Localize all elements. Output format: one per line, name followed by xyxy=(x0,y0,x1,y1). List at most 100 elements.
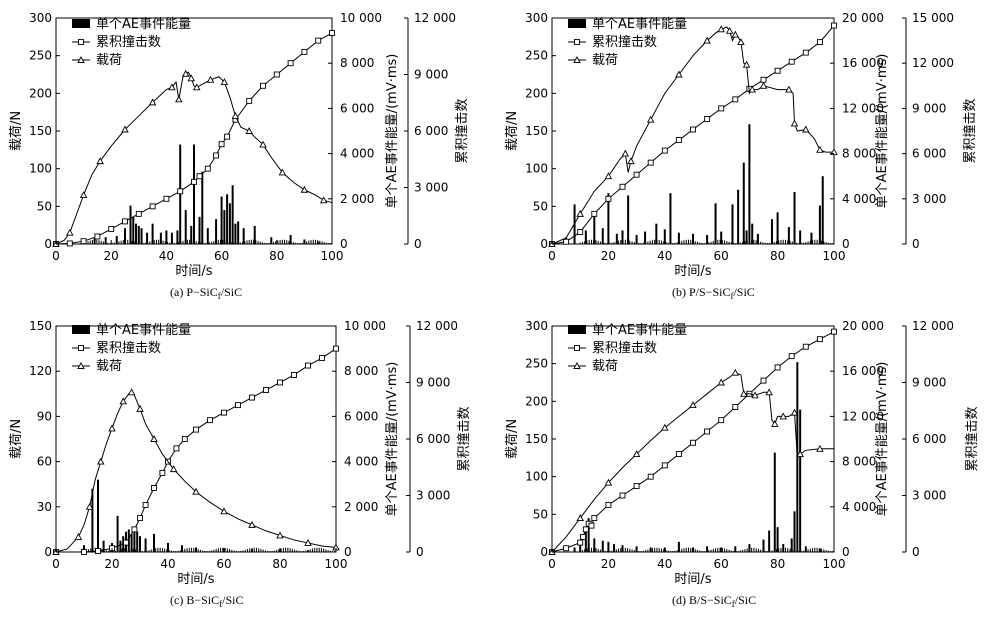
energy-tick-label: 0 xyxy=(842,545,850,559)
hits-point xyxy=(647,159,654,166)
energy-bar xyxy=(745,230,748,244)
energy-bar xyxy=(615,233,618,244)
hits-point xyxy=(260,82,266,89)
load-point xyxy=(245,127,253,134)
load-point xyxy=(169,465,178,473)
energy-axis-label: 单个AE事件能量/(mV·ms) xyxy=(385,54,400,209)
energy-bar xyxy=(635,234,638,244)
load-tick-label: 200 xyxy=(525,394,548,408)
x-axis-label: 时间/s xyxy=(177,572,214,587)
load-point xyxy=(816,444,824,452)
energy-bar xyxy=(220,196,223,244)
load-tick-label: 250 xyxy=(525,357,548,371)
load-point xyxy=(646,115,655,123)
energy-bar xyxy=(223,210,226,244)
load-tick-label: 0 xyxy=(540,545,548,559)
legend-label-energy: 单个AE事件能量 xyxy=(592,323,687,338)
x-tick-label: 20 xyxy=(104,249,119,263)
caption-main: (b) P/S−SiC xyxy=(672,285,730,299)
x-tick-label: 60 xyxy=(214,249,229,263)
hits-point xyxy=(718,417,725,424)
hits-point xyxy=(675,137,682,143)
hits-point xyxy=(173,445,180,452)
energy-bar xyxy=(751,223,754,244)
caption-suffix: /SiC xyxy=(221,285,242,299)
x-tick-label: 40 xyxy=(160,557,175,571)
hits-axis-label: 累积撞击数 xyxy=(963,98,978,163)
hits-point xyxy=(704,115,711,122)
hits-tick-label: 9 000 xyxy=(912,376,946,390)
hits-point xyxy=(235,402,241,409)
energy-bar xyxy=(799,409,802,552)
legend-bar-swatch xyxy=(72,19,90,28)
panel-caption: (c) B−SiCf/SiC xyxy=(170,593,243,609)
load-tick-label: 150 xyxy=(29,319,52,333)
hits-point xyxy=(163,195,170,202)
hits-point xyxy=(591,515,598,522)
energy-bar xyxy=(253,225,256,244)
load-point xyxy=(175,95,183,103)
hits-tick-label: 12 000 xyxy=(912,56,954,70)
energy-bar xyxy=(104,237,107,244)
caption-suffix: /SiC xyxy=(733,285,754,299)
hits-point xyxy=(760,377,767,384)
hits-point xyxy=(131,526,138,533)
energy-bar xyxy=(714,203,717,244)
energy-bar xyxy=(242,228,245,244)
load-point xyxy=(96,157,104,165)
energy-bar xyxy=(130,533,133,552)
load-tick-label: 0 xyxy=(44,545,52,559)
load-point xyxy=(731,368,740,376)
energy-bar xyxy=(607,193,610,244)
hits-point xyxy=(774,67,781,74)
load-point xyxy=(304,539,312,546)
load-point xyxy=(796,450,804,458)
energy-tick-label: 10 000 xyxy=(344,319,386,333)
load-point xyxy=(136,404,144,412)
load-point xyxy=(576,514,584,522)
x-tick-label: 40 xyxy=(657,557,672,571)
energy-bar xyxy=(136,531,139,552)
load-point xyxy=(675,70,683,78)
energy-bar xyxy=(167,542,169,552)
panel-caption: (a) P−SiCf/SiC xyxy=(170,285,242,301)
energy-bar xyxy=(607,541,610,552)
legend-label-hits: 累积撞击数 xyxy=(592,341,657,356)
load-point xyxy=(248,520,256,528)
x-tick-label: 40 xyxy=(657,249,672,263)
hits-point xyxy=(218,141,225,148)
energy-bar xyxy=(635,546,638,552)
hits-point xyxy=(591,210,598,217)
x-tick-label: 20 xyxy=(104,557,119,571)
energy-bar xyxy=(133,529,136,552)
panel-d: 0 20 40 60 80 100 时间/s 0 50 100 150 200 250 300 载荷/N 0 4… xyxy=(505,319,980,609)
load-tick-label: 30 xyxy=(37,500,52,514)
energy-bar xyxy=(270,237,273,244)
hits-tick-label: 12 000 xyxy=(414,11,456,25)
load-line xyxy=(55,71,333,245)
hits-point xyxy=(588,522,595,529)
energy-bar xyxy=(579,545,582,552)
energy-bar xyxy=(573,547,576,552)
energy-bar xyxy=(170,232,173,244)
x-axis-label: 时间/s xyxy=(175,264,212,279)
load-point xyxy=(150,435,158,442)
legend-load-swatch xyxy=(573,56,581,63)
energy-bar xyxy=(593,215,596,244)
hits-point xyxy=(577,539,584,546)
panel-a: 0 20 40 60 80 100 时间/s 0 50 100 150 200 250 300 载荷/N 0 2… xyxy=(9,11,470,301)
load-point xyxy=(771,419,779,427)
load-tick-label: 100 xyxy=(525,162,548,176)
hits-point xyxy=(563,238,570,245)
energy-bar xyxy=(770,219,773,244)
load-point xyxy=(97,457,105,465)
hits-tick-label: 12 000 xyxy=(416,319,458,333)
x-tick-label: 60 xyxy=(216,557,231,571)
hits-axis-label: 累积撞击数 xyxy=(457,406,472,471)
legend-label-load: 载荷 xyxy=(96,359,122,374)
hits-point xyxy=(619,183,626,190)
legend-label-energy: 单个AE事件能量 xyxy=(96,17,191,32)
caption-main: (d) B/S−SiC xyxy=(672,593,732,607)
load-point xyxy=(148,98,157,106)
load-point xyxy=(119,397,127,405)
